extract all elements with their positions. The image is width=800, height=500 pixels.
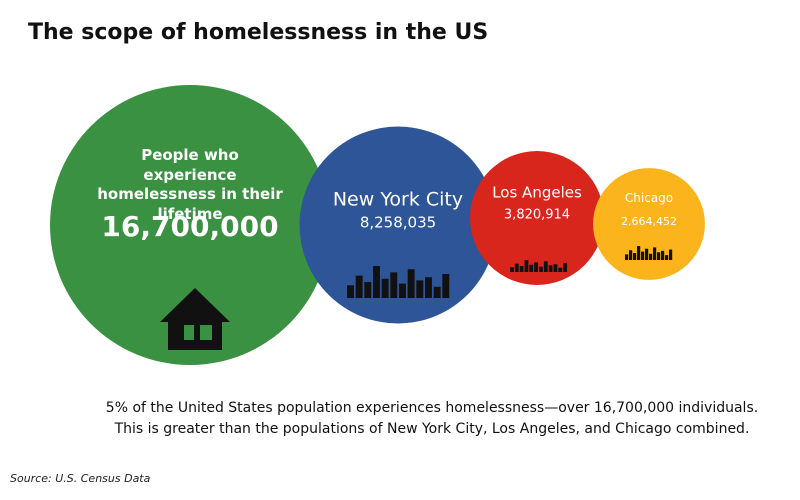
skyline-icon [625, 246, 673, 260]
source: Source: U.S. Census Data [10, 472, 151, 485]
skyline-icon [347, 266, 450, 298]
bubble [593, 168, 705, 280]
note: This is greater than the populations of … [114, 421, 750, 437]
category-label: Chicago [624, 191, 674, 206]
value-label: 16,700,000 [101, 209, 279, 243]
category-label: People who experience homelessness in th… [97, 146, 283, 223]
value-label: 3,820,914 [503, 207, 571, 223]
skyline-icon [510, 260, 568, 272]
bubble [470, 151, 604, 285]
chart-title: The scope of homelessness in the US [28, 20, 489, 45]
bubble [50, 85, 330, 365]
house-icon [160, 288, 230, 350]
value-label: 2,664,452 [621, 214, 677, 228]
category-label: Los Angeles [492, 183, 582, 202]
category-label: New York City [332, 188, 464, 211]
note: 5% of the United States population exper… [105, 400, 759, 416]
value-label: 8,258,035 [359, 213, 437, 232]
